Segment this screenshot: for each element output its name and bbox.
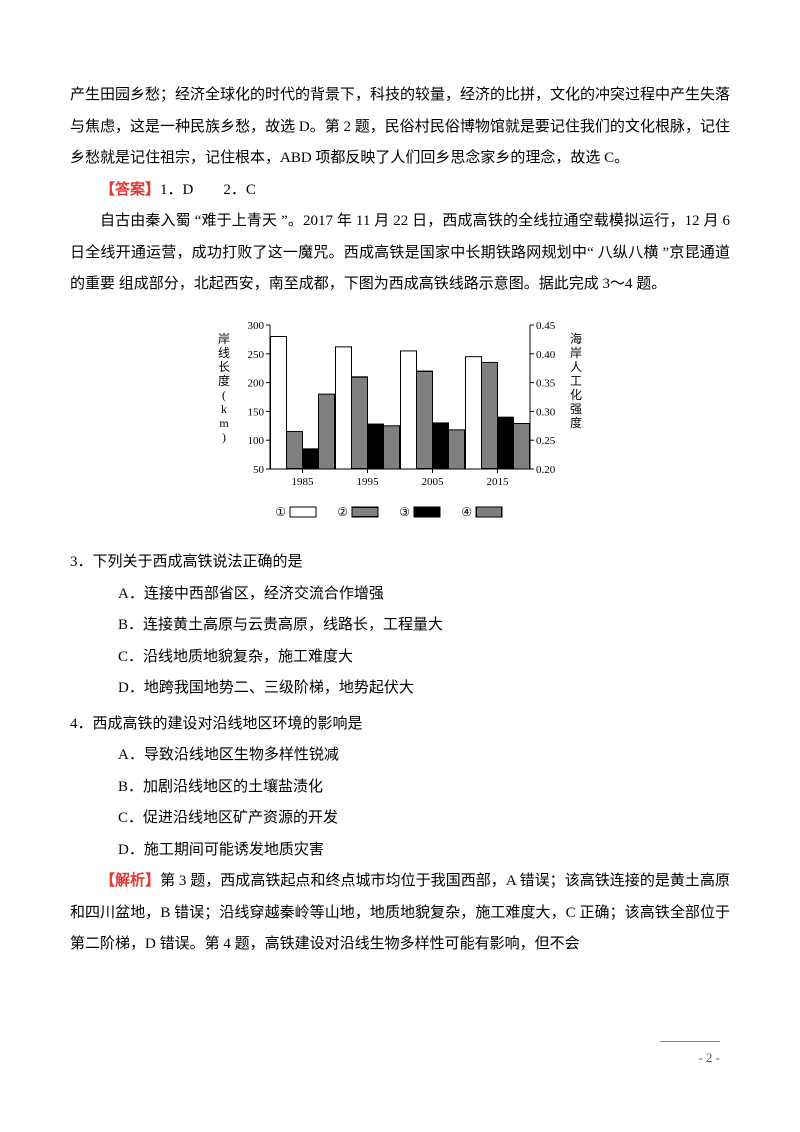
svg-text:人: 人: [570, 360, 582, 374]
answer-text: 1．D 2．C: [160, 182, 256, 198]
svg-text:2015: 2015: [487, 476, 510, 488]
svg-text:0.20: 0.20: [536, 464, 556, 476]
analysis-paragraph: 【解析】第 3 题，西成高铁起点和终点城市均位于我国西部，A 错误；该高铁连接的…: [70, 866, 730, 961]
question-4: 4．西成高铁的建设对沿线地区环境的影响是 A．导致沿线地区生物多样性锐减 B．加…: [70, 709, 730, 867]
svg-text:50: 50: [253, 464, 265, 476]
q4-stem: 4．西成高铁的建设对沿线地区环境的影响是: [70, 709, 730, 741]
q4-opt-d: D．施工期间可能诱发地质灾害: [118, 835, 730, 867]
q3-opt-c: C．沿线地质地貌复杂，施工难度大: [118, 642, 730, 674]
footer-line: [660, 1041, 720, 1042]
page-number: - 2 -: [70, 1044, 720, 1071]
analysis-label: 【解析】: [100, 873, 160, 889]
svg-text:①: ①: [275, 505, 286, 519]
svg-text:强: 强: [570, 402, 582, 416]
passage-paragraph: 自古由秦入蜀 “难于上青天 ”。2017 年 11 月 22 日，西成高铁的全线…: [70, 206, 730, 301]
q3-opt-b: B．连接黄土高原与云贵高原，线路长，工程量大: [118, 610, 730, 642]
svg-text:2005: 2005: [422, 476, 445, 488]
question-3: 3．下列关于西成高铁说法正确的是 A．连接中西部省区，经济交流合作增强 B．连接…: [70, 547, 730, 705]
svg-text:岸: 岸: [218, 332, 230, 346]
svg-text:k: k: [221, 402, 227, 416]
svg-text:海: 海: [570, 331, 582, 346]
svg-text:250: 250: [248, 348, 265, 360]
answer-line: 【答案】1．D 2．C: [70, 175, 730, 207]
svg-text:150: 150: [248, 406, 265, 418]
page-footer: - 2 -: [70, 1041, 730, 1071]
intro-paragraph-1: 产生田园乡愁；经济全球化的时代的背景下，科技的较量，经济的比拼，文化的冲突过程中…: [70, 80, 730, 175]
svg-text:0.40: 0.40: [536, 348, 556, 360]
svg-text:长: 长: [218, 360, 230, 374]
bar-chart: 50 100 150 200 250 300 0.20 0.25 0.30 0.35 0.40 0.4…: [210, 315, 590, 525]
svg-text:200: 200: [248, 377, 265, 389]
svg-text:1995: 1995: [357, 476, 380, 488]
svg-text:m: m: [219, 416, 229, 430]
q4-opt-a: A．导致沿线地区生物多样性锐减: [118, 740, 730, 772]
svg-text:1985: 1985: [292, 476, 315, 488]
svg-text:工: 工: [570, 374, 582, 388]
q3-stem: 3．下列关于西成高铁说法正确的是: [70, 547, 730, 579]
svg-text:度: 度: [570, 415, 582, 430]
svg-text:②: ②: [337, 505, 348, 519]
svg-text:300: 300: [248, 320, 265, 332]
answer-label: 【答案】: [100, 182, 160, 198]
svg-text:(: (: [222, 388, 226, 402]
svg-text:线: 线: [218, 346, 230, 360]
svg-text:③: ③: [399, 505, 410, 519]
svg-text:): ): [222, 430, 226, 444]
svg-text:100: 100: [248, 435, 265, 447]
svg-text:化: 化: [570, 388, 582, 402]
svg-text:0.35: 0.35: [536, 377, 556, 389]
q4-opt-b: B．加剧沿线地区的土壤盐渍化: [118, 772, 730, 804]
chart-figure: 50 100 150 200 250 300 0.20 0.25 0.30 0.35 0.40 0.4…: [70, 315, 730, 538]
q3-opt-a: A．连接中西部省区，经济交流合作增强: [118, 579, 730, 611]
svg-text:④: ④: [461, 505, 472, 519]
q4-opt-c: C．促进沿线地区矿产资源的开发: [118, 803, 730, 835]
svg-text:0.45: 0.45: [536, 320, 556, 332]
q3-opt-d: D．地跨我国地势二、三级阶梯，地势起伏大: [118, 673, 730, 705]
svg-text:岸: 岸: [570, 346, 582, 360]
svg-text:0.30: 0.30: [536, 406, 556, 418]
svg-text:0.25: 0.25: [536, 435, 556, 447]
svg-text:度: 度: [218, 373, 230, 388]
analysis-text: 第 3 题，西成高铁起点和终点城市均位于我国西部，A 错误；该高铁连接的是黄土高…: [70, 873, 730, 952]
